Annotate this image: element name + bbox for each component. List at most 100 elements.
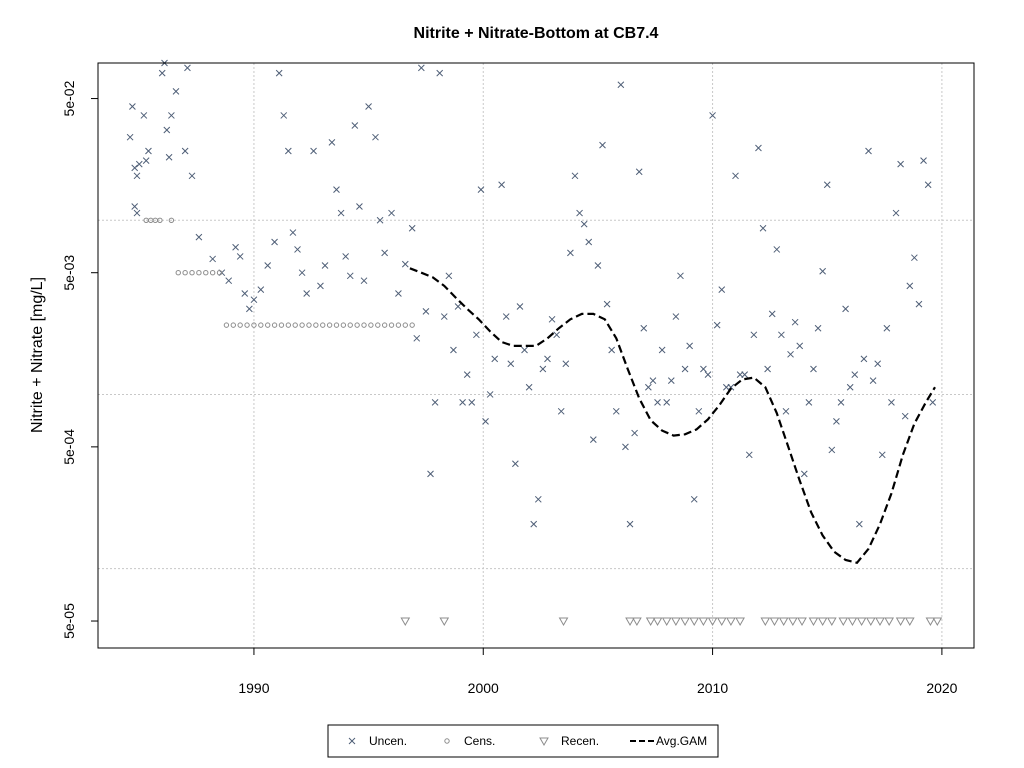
uncensored-point <box>635 168 643 176</box>
censored-point <box>347 322 353 328</box>
recensored-point <box>439 617 450 627</box>
uncensored-point <box>126 133 134 141</box>
censored-point <box>230 322 236 328</box>
uncensored-point <box>805 399 813 406</box>
recensored-point <box>856 617 867 627</box>
uncensored-point <box>851 371 859 378</box>
uncensored-point <box>498 181 505 189</box>
legend-label: Avg.GAM <box>656 734 707 748</box>
chart-title: Nitrite + Nitrate-Bottom at CB7.4 <box>414 25 659 42</box>
uncensored-point <box>901 412 909 420</box>
uncensored-point <box>163 126 171 134</box>
x-tick-label: 2010 <box>697 680 728 696</box>
censored-point <box>409 322 415 328</box>
censored-point <box>271 322 278 328</box>
uncensored-point <box>346 272 354 280</box>
uncensored-point <box>129 103 136 110</box>
uncensored-point <box>333 186 340 193</box>
uncensored-point <box>585 238 593 246</box>
axis-ticks: 1990 2000 2010 2020 5e-05 5e-04 5e-03 5e-02 <box>61 80 958 696</box>
censored-point <box>258 322 264 328</box>
uncensored-point <box>842 305 849 313</box>
uncensored-point <box>516 303 524 310</box>
uncensored-point <box>463 371 471 378</box>
uncensored-point <box>557 407 565 415</box>
recensored-point <box>875 617 885 627</box>
uncensored-point <box>376 216 384 224</box>
uncensored-point <box>764 365 771 373</box>
censored-point <box>361 322 367 328</box>
uncensored-point <box>553 331 560 339</box>
recensored-point <box>847 617 858 627</box>
uncensored-point <box>317 282 324 290</box>
censored-point <box>278 322 285 328</box>
x-tick-label: 1990 <box>238 680 269 696</box>
uncensored-point <box>580 220 588 228</box>
uncensored-point <box>502 313 510 320</box>
legend-label: Cens. <box>464 734 495 748</box>
uncensored-point <box>195 233 203 241</box>
uncensored-point <box>589 436 597 444</box>
uncensored-point <box>791 318 799 326</box>
uncensored-point <box>911 254 918 262</box>
uncensored-point <box>133 172 141 180</box>
uncensored-point <box>713 321 721 329</box>
recensored-point <box>645 617 656 627</box>
uncensored-point <box>145 147 152 155</box>
uncensored-point <box>667 377 675 385</box>
recensored-point <box>787 617 798 627</box>
uncensored-point <box>408 224 416 232</box>
uncensored-point <box>718 286 726 293</box>
uncensored-point <box>622 443 629 451</box>
uncensored-point <box>473 331 480 339</box>
uncensored-point <box>135 160 143 168</box>
recensored-point <box>932 617 943 627</box>
censored-point <box>402 322 408 328</box>
recensored-point <box>652 617 663 627</box>
censored-point <box>368 322 374 328</box>
uncensored-point <box>612 407 620 415</box>
uncensored-point <box>395 290 402 297</box>
uncensored-point <box>695 407 703 415</box>
uncensored-point <box>298 269 306 277</box>
uncensored-point <box>686 342 693 350</box>
uncensored-point <box>865 147 872 155</box>
recensored-point <box>817 617 828 627</box>
uncensored-point <box>351 122 359 129</box>
uncensored-point <box>468 399 476 406</box>
uncensored-point <box>168 112 175 119</box>
censored-point <box>354 322 360 328</box>
uncensored-point <box>521 346 528 354</box>
uncensored-point <box>328 139 336 146</box>
uncensored-point <box>303 290 311 297</box>
censored-point <box>388 322 395 328</box>
uncensored-point <box>672 313 680 320</box>
uncensored-point <box>232 243 239 251</box>
uncensored-point <box>427 470 434 478</box>
uncensored-point <box>142 157 150 164</box>
uncensored-point <box>401 260 409 268</box>
uncensored-point <box>567 249 574 257</box>
recensored-point <box>707 617 718 627</box>
uncensored-point <box>188 172 196 180</box>
uncensored-point <box>337 209 345 217</box>
uncensored-point <box>342 253 350 260</box>
uncensored-point <box>431 399 439 406</box>
uncensored-point <box>888 399 895 406</box>
uncensored-point <box>245 305 253 313</box>
censored-point <box>157 217 163 223</box>
recensored-point <box>760 617 771 627</box>
uncensored-point <box>289 229 297 236</box>
uncensored-point <box>750 331 758 339</box>
y-tick-label: 5e-02 <box>61 80 77 116</box>
uncensored-point <box>773 246 781 253</box>
uncensored-point <box>677 272 684 280</box>
censored-point <box>299 322 305 328</box>
censored-point <box>196 270 202 276</box>
uncensored-point <box>486 391 494 398</box>
grid-lines <box>98 63 974 648</box>
gam-line <box>409 267 936 565</box>
censored-point <box>189 270 195 276</box>
uncensored-point <box>800 470 808 478</box>
uncensored-point <box>131 164 139 172</box>
